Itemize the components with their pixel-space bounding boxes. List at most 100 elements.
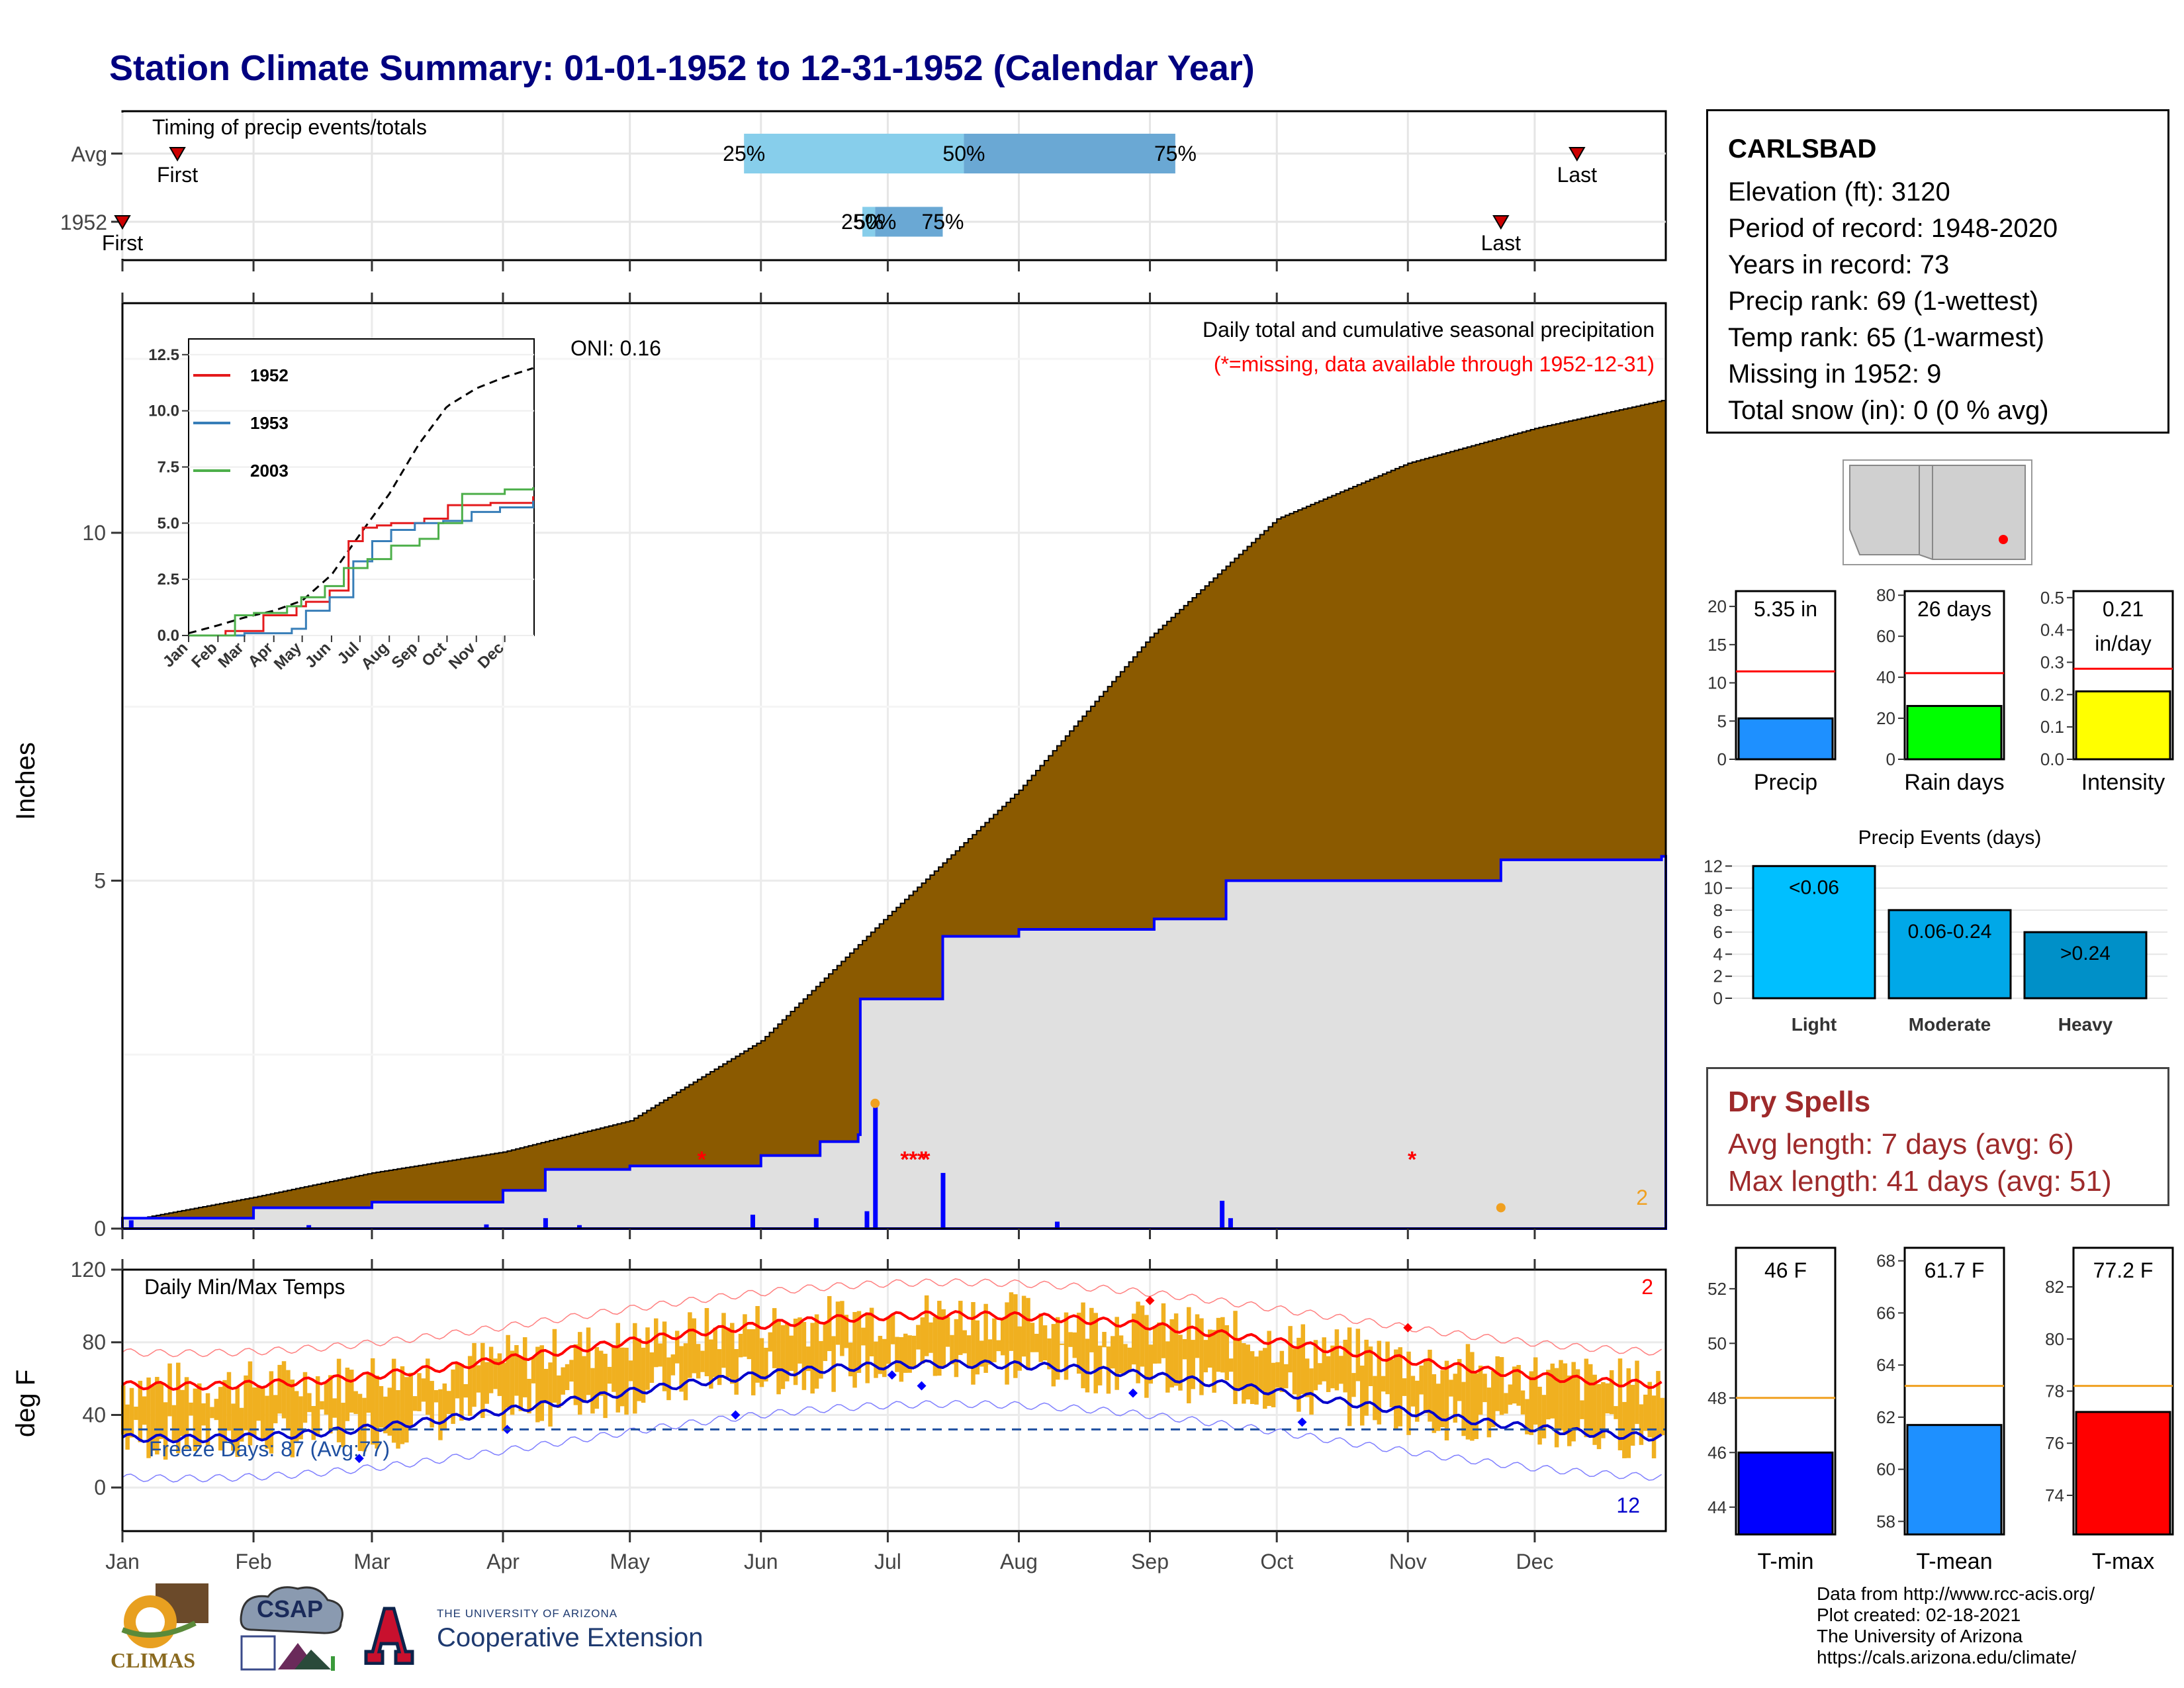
daily-temp-bar (298, 1396, 303, 1440)
daily-temp-bar (180, 1389, 185, 1436)
daily-temp-bar (1111, 1336, 1115, 1369)
daily-temp-bar (958, 1301, 963, 1355)
daily-temp-bar (1300, 1324, 1306, 1395)
daily-temp-bar (1148, 1344, 1154, 1384)
inset-legend-label: 2003 (250, 461, 289, 481)
daily-temp-bar (1005, 1302, 1009, 1385)
mini-bar-ytick-label: 40 (1876, 667, 1895, 687)
daily-precip-bar (543, 1218, 548, 1229)
daily-temp-bar (1533, 1357, 1538, 1425)
timing-p25-label: 25% (723, 142, 765, 165)
daily-temp-bar (543, 1368, 549, 1403)
daily-temp-bar (696, 1344, 701, 1379)
daily-temp-bar (764, 1348, 768, 1382)
missing-data-marker: * (909, 1147, 918, 1172)
daily-temp-bar (865, 1312, 870, 1383)
daily-temp-bar (776, 1321, 781, 1395)
daily-temp-bar (780, 1325, 786, 1389)
daily-temp-bar (476, 1365, 481, 1393)
temp-bar-ytick-label: 74 (2045, 1485, 2064, 1505)
mini-bar-label: Precip (1754, 770, 1817, 795)
temp-bar-ytick-label: 62 (1876, 1407, 1895, 1427)
daily-temp-bar (1605, 1383, 1610, 1414)
daily-temp-bar (890, 1315, 895, 1344)
daily-temp-bar (759, 1338, 764, 1387)
inset-ytick-label: 7.5 (158, 458, 179, 476)
daily-temp-bar (129, 1387, 134, 1438)
daily-temp-bar (1461, 1382, 1466, 1436)
daily-temp-bar (134, 1406, 138, 1421)
daily-temp-bar (641, 1347, 646, 1403)
month-label: Dec (1516, 1550, 1553, 1573)
record-min-line (122, 1399, 1662, 1483)
daily-temp-bar (345, 1368, 350, 1421)
daily-temp-bar (463, 1383, 469, 1398)
mini-bar-ytick-label: 0.0 (2040, 749, 2064, 769)
daily-temp-bar (1432, 1374, 1437, 1433)
daily-temp-bar (738, 1333, 743, 1358)
daily-temp-bar (674, 1331, 680, 1364)
daily-temp-bar (582, 1356, 586, 1403)
timing-row-label: 1952 (60, 211, 107, 234)
temp-bar-value-label: 77.2 F (2093, 1258, 2154, 1282)
daily-temp-bar (214, 1399, 219, 1421)
daily-temp-bar (819, 1340, 823, 1379)
daily-temp-bar (1326, 1356, 1331, 1392)
daily-temp-bar (561, 1367, 565, 1395)
daily-temp-bar (1364, 1339, 1369, 1416)
timing-last-marker (1492, 215, 1510, 230)
station-info-box: CARLSBAD Elevation (ft): 3120 Period of … (1706, 109, 2169, 434)
daily-temp-bar (239, 1407, 244, 1442)
daily-temp-bar (197, 1383, 202, 1447)
daily-temp-bar (349, 1370, 354, 1413)
daily-temp-bar (1203, 1340, 1208, 1373)
mini-bar-ytick-label: 0.5 (2040, 588, 2064, 608)
mini-bar-value (1906, 704, 2003, 761)
daily-temp-bar (1173, 1313, 1179, 1386)
daily-temp-bar (400, 1366, 405, 1444)
daily-temp-bar (531, 1357, 536, 1383)
daily-temp-bar (256, 1387, 261, 1421)
daily-temp-bar (1537, 1386, 1542, 1445)
mini-bar-value-unit: in/day (2095, 632, 2151, 655)
daily-temp-bar (797, 1317, 802, 1364)
daily-temp-bar (1512, 1366, 1517, 1404)
daily-temp-bar (670, 1354, 676, 1376)
timing-last-label: Last (1557, 163, 1598, 187)
daily-temp-bar (937, 1301, 942, 1376)
csap-logo: CSAP (232, 1583, 351, 1683)
daily-temp-bar (167, 1363, 172, 1417)
daily-temp-bar (1271, 1362, 1276, 1407)
daily-temp-bar (1550, 1363, 1555, 1419)
avg-max-line (121, 1310, 1662, 1391)
daily-temp-bar (1643, 1394, 1648, 1431)
temp-bar-ytick-label: 50 (1707, 1333, 1727, 1353)
daily-temp-bar (1009, 1292, 1014, 1351)
mini-bar-ytick-label: 60 (1876, 626, 1895, 646)
mini-bar-ytick-label: 0.4 (2040, 620, 2064, 640)
daily-precip-bar (1054, 1221, 1060, 1229)
temp-count-hi: 2 (1641, 1275, 1653, 1299)
month-label: May (610, 1550, 649, 1573)
missing-data-marker: * (1408, 1147, 1417, 1172)
daily-temp-bar (1042, 1325, 1048, 1361)
temp-bar-value-label: 61.7 F (1925, 1258, 1985, 1282)
daily-temp-bar (1647, 1382, 1652, 1438)
daily-temp-bar (1554, 1368, 1559, 1448)
daily-temp-bar (823, 1323, 828, 1362)
daily-temp-bar (357, 1393, 363, 1452)
month-label: Nov (1389, 1550, 1427, 1573)
daily-temp-bar (446, 1391, 451, 1414)
daily-temp-bar (205, 1393, 210, 1446)
daily-temp-bar (987, 1339, 993, 1365)
daily-temp-bar (404, 1377, 409, 1443)
daily-temp-bar (222, 1380, 227, 1443)
daily-temp-bar (713, 1327, 717, 1378)
daily-temp-bar (662, 1321, 667, 1391)
daily-temp-bar (666, 1357, 671, 1401)
daily-temp-bar (1228, 1358, 1234, 1372)
daily-temp-bar (911, 1335, 917, 1369)
daily-temp-bar (265, 1395, 269, 1449)
temp-bar-label: T-max (2092, 1549, 2154, 1574)
daily-temp-bar (336, 1358, 341, 1442)
